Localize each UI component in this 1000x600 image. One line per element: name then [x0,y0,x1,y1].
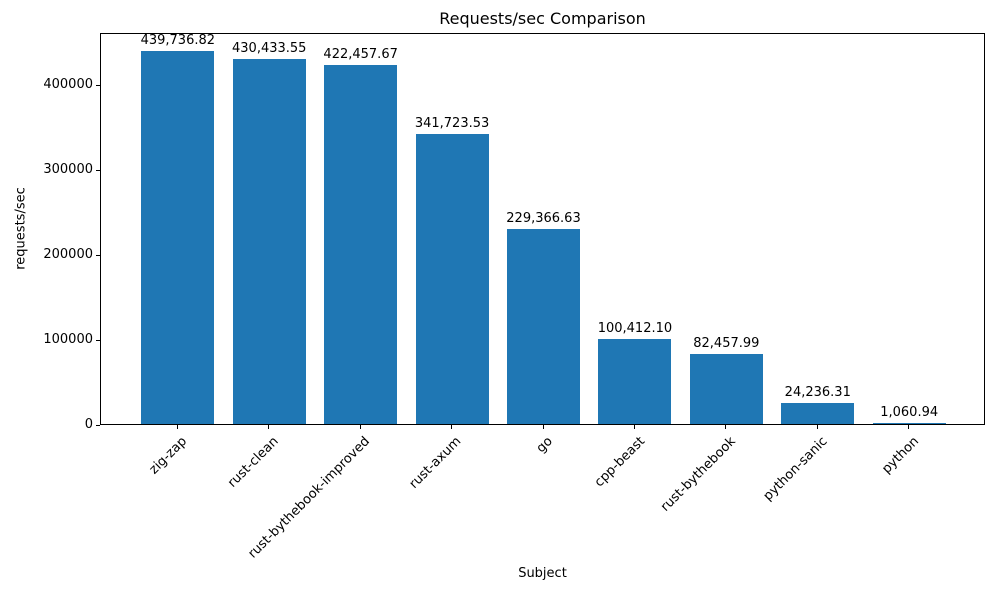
bar-value-label: 100,412.10 [597,320,673,336]
bar [141,50,215,424]
chart-title: Requests/sec Comparison [439,9,646,28]
bar [598,338,672,424]
bar-value-label: 229,366.63 [506,211,581,227]
x-tick-mark [451,425,453,429]
bar [689,354,763,424]
x-tick-label: zig-zap [146,434,191,478]
bar [415,133,489,424]
y-tick-mark [96,170,100,172]
x-tick-label: python-sanic [760,434,831,504]
bar-value-label: 430,433.55 [232,40,307,56]
y-tick-mark [96,340,100,342]
x-tick-mark [633,425,635,429]
bar-value-label: 82,457.99 [693,336,760,351]
bar-value-label: 341,723.53 [414,115,490,131]
x-tick-label: cpp-beast [591,434,648,491]
y-tick-label: 100000 [43,332,93,348]
x-tick-label: rust-bythebook [658,434,739,515]
y-tick-mark [96,425,100,426]
x-tick-mark [359,425,361,429]
x-tick-label: python [879,434,922,477]
x-tick-mark [725,425,727,429]
x-tick-mark [542,425,544,429]
x-tick-mark [268,425,270,429]
bar [781,403,855,424]
bar-value-label: 24,236.31 [784,385,851,401]
bar-value-label: 1,060.94 [880,405,939,420]
bar [324,65,398,424]
y-tick-label: 400000 [43,77,93,93]
x-tick-mark [816,425,818,429]
y-tick-label: 300000 [43,162,93,178]
y-tick-label: 200000 [43,247,93,263]
plot-area: 439,736.82 430,433.55 422,457.67 341,723.53… [100,33,985,425]
bar-value-label: 422,457.67 [323,47,398,63]
x-tick-label: rust-clean [225,434,282,491]
bar [872,423,946,424]
x-tick-label: go [534,434,557,457]
bar [232,58,306,424]
bar-value-label: 439,736.82 [140,32,216,48]
x-tick-label: rust-axum [406,434,465,492]
bar [506,229,581,424]
x-tick-mark [176,425,178,429]
y-tick-mark [96,85,100,87]
y-tick-label: 0 [84,417,93,432]
y-tick-mark [96,255,100,257]
x-axis-label: Subject [518,566,567,581]
x-tick-mark [908,425,910,429]
